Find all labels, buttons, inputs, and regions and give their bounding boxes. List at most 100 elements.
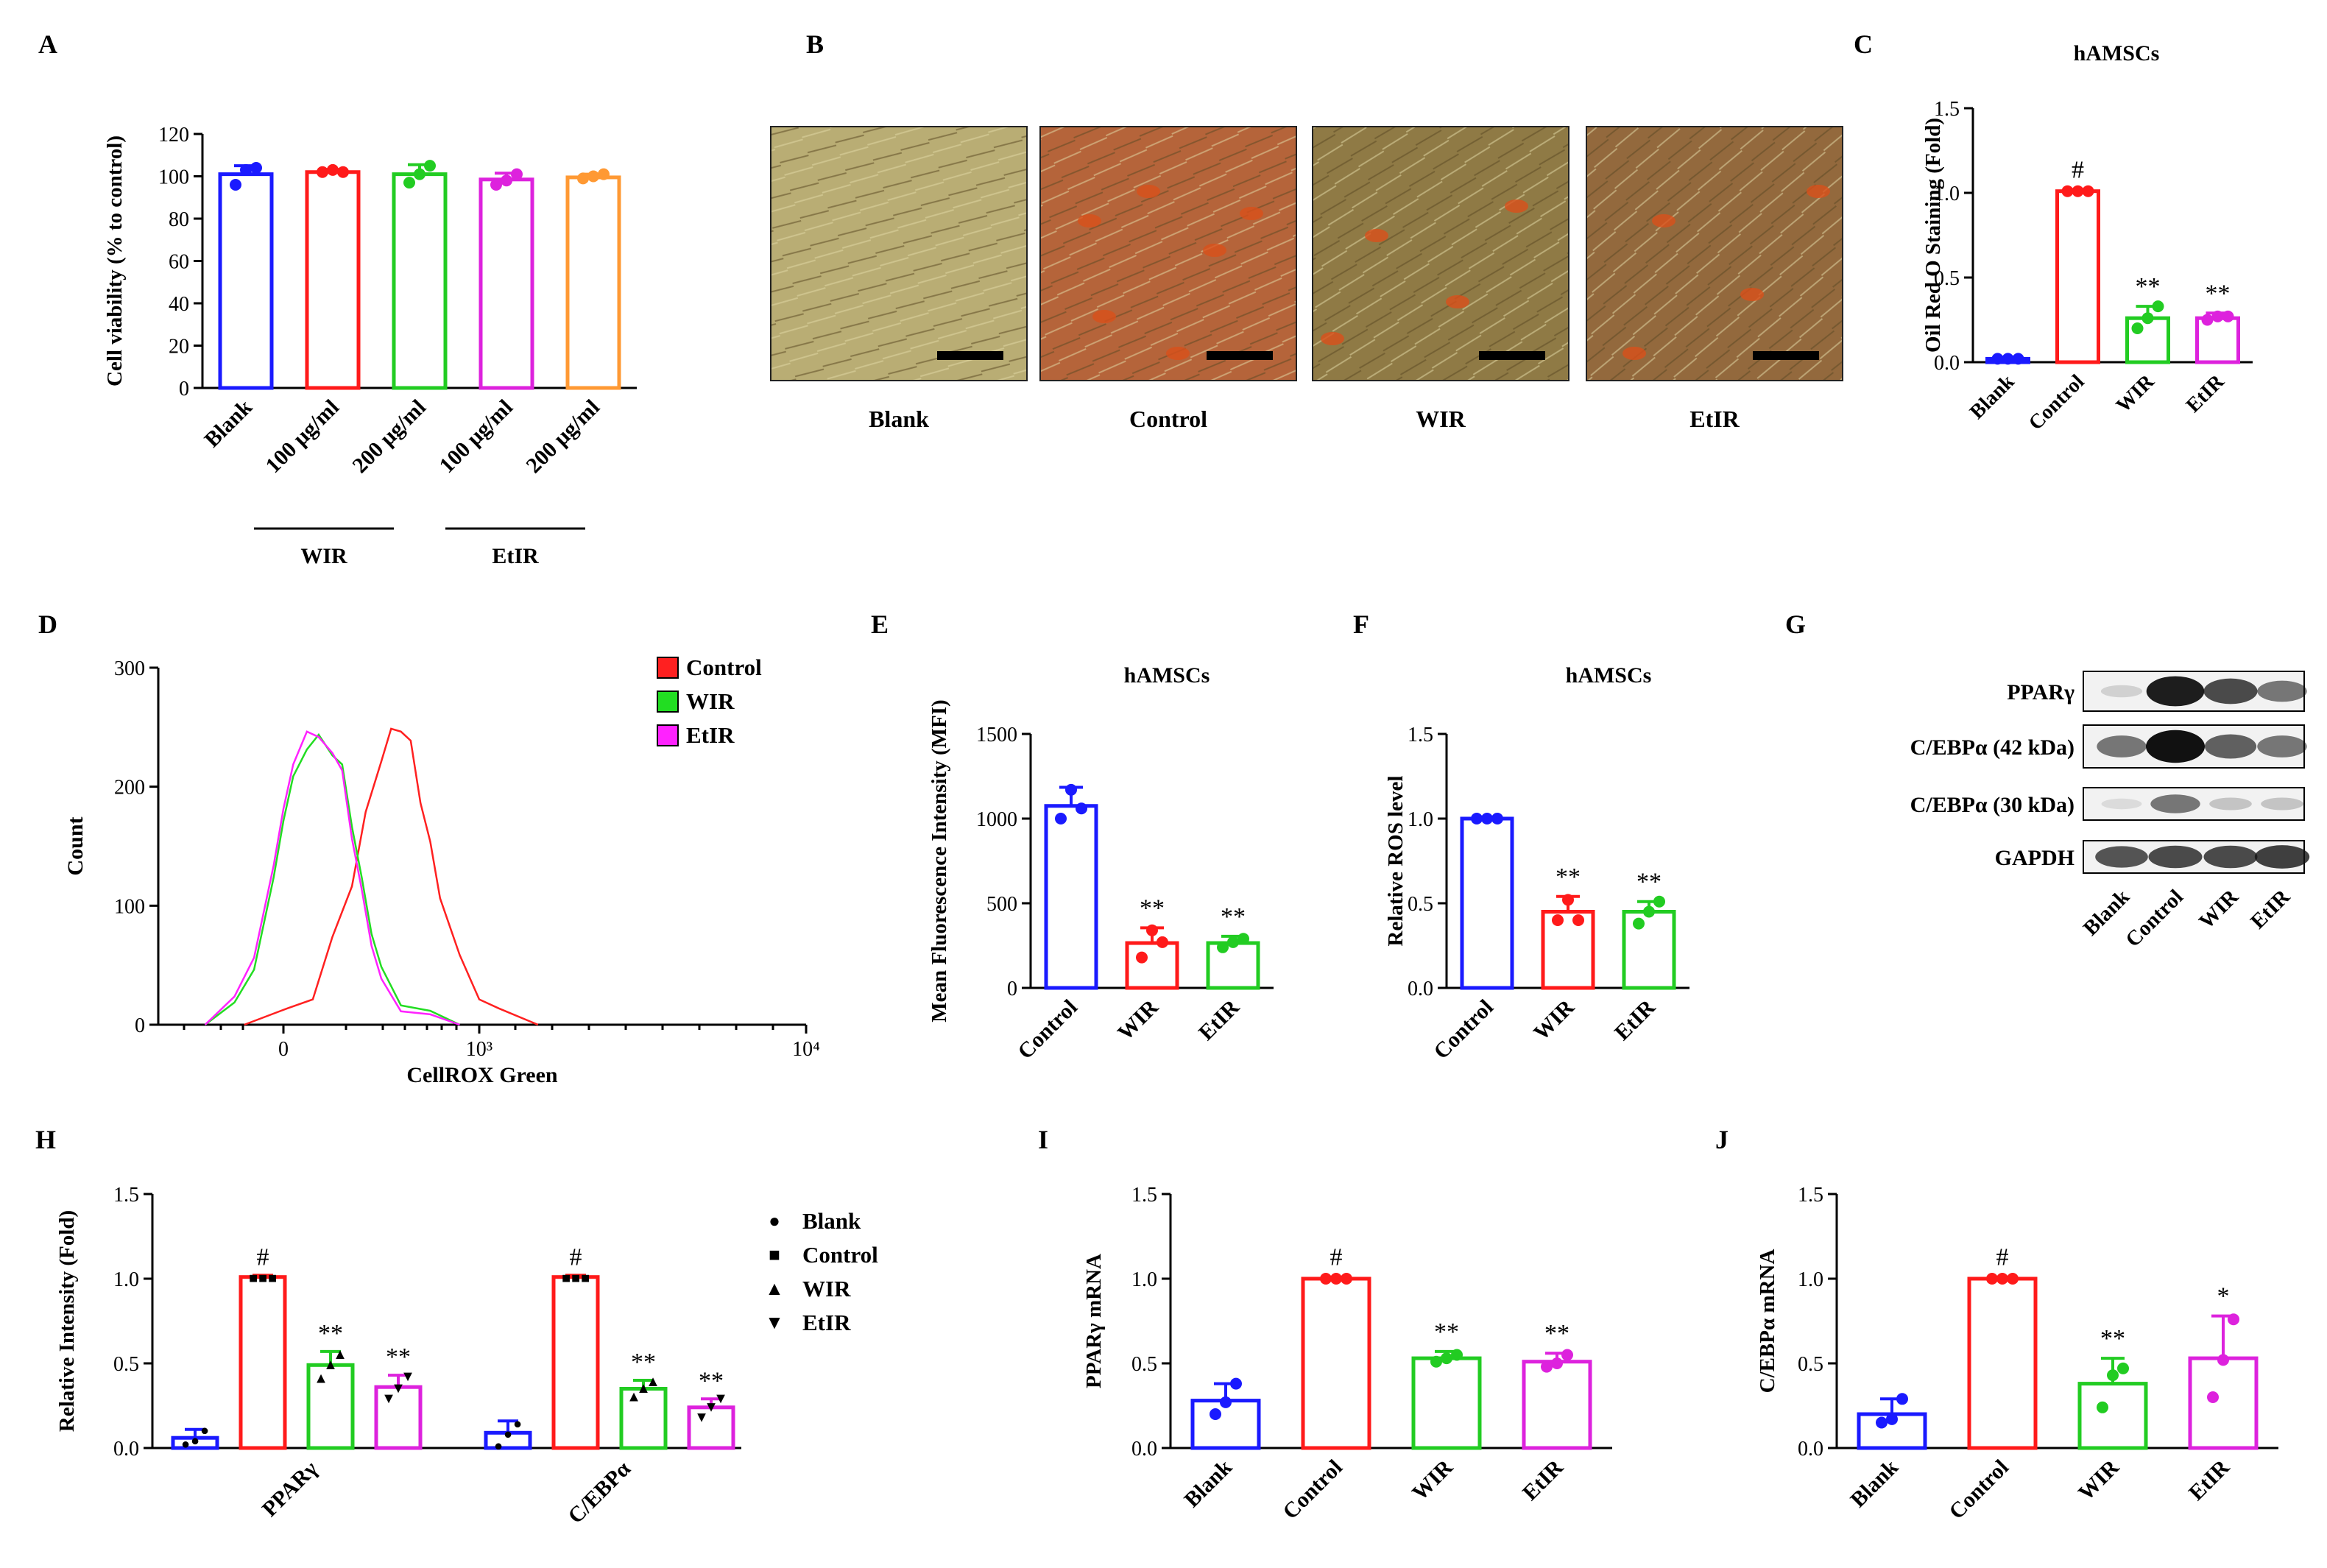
- scale-bar: [937, 351, 1003, 360]
- y-tick-label: 0.5: [113, 1353, 139, 1376]
- significance-mark: **: [1544, 1320, 1569, 1347]
- data-point: [1220, 1396, 1232, 1408]
- y-tick-label: 0.0: [1408, 978, 1433, 1000]
- data-point: ■: [562, 1271, 571, 1287]
- lipid-droplet: [1740, 288, 1764, 301]
- y-tick-label: 1.5: [1131, 1184, 1157, 1207]
- data-point: ▲: [636, 1380, 651, 1396]
- data-point: [2072, 185, 2084, 197]
- y-tick-label: 0.0: [113, 1438, 139, 1461]
- significance-mark: **: [1140, 894, 1165, 922]
- blot-band: [2261, 797, 2303, 811]
- data-point: ▲: [646, 1374, 660, 1390]
- data-point: [1217, 941, 1229, 953]
- y-tick-label: 0: [179, 378, 189, 400]
- blot-band: [2150, 794, 2200, 813]
- data-point: [1896, 1393, 1908, 1405]
- panel-label-f: F: [1353, 610, 1369, 639]
- lipid-droplet: [1505, 199, 1528, 213]
- legend-label: Blank: [802, 1208, 861, 1234]
- y-tick-label: 1.5: [1408, 724, 1433, 746]
- data-point: [511, 168, 523, 180]
- data-point: [1572, 914, 1584, 926]
- group-label: EtIR: [492, 544, 539, 568]
- chart-title: hAMSCs: [2074, 41, 2160, 66]
- y-tick-label: 0: [135, 1014, 145, 1037]
- legend-swatch: [657, 657, 679, 679]
- x-tick-label: Control: [1429, 995, 1498, 1064]
- histogram-line: [204, 732, 460, 1026]
- data-point: [1076, 802, 1087, 815]
- data-point: [2222, 310, 2234, 322]
- legend-label: Control: [686, 654, 762, 680]
- blot-band: [2254, 845, 2310, 869]
- data-point: [1136, 951, 1148, 964]
- bar: [1206, 941, 1260, 990]
- y-tick-label: 0.0: [1131, 1438, 1157, 1461]
- data-point: ■: [249, 1271, 258, 1287]
- panel-label-j: J: [1715, 1125, 1729, 1154]
- data-point: [1986, 1273, 1998, 1285]
- chart-title: hAMSCs: [1566, 663, 1652, 688]
- data-point: [1430, 1355, 1442, 1368]
- blot-band: [2203, 845, 2258, 869]
- data-point: [2201, 314, 2214, 326]
- lipid-droplet: [1365, 229, 1388, 242]
- x-tick-label: EtIR: [1194, 995, 1244, 1045]
- blot-row-label: PPARγ: [2007, 680, 2074, 704]
- legend-marker: ■: [769, 1244, 780, 1265]
- data-point: [587, 170, 599, 183]
- group-label: WIR: [300, 544, 347, 568]
- bar: [1301, 1276, 1371, 1450]
- data-point: [317, 166, 328, 178]
- data-point: [1146, 924, 1158, 936]
- y-tick-label: 1500: [976, 724, 1017, 746]
- data-point: ▲: [626, 1389, 641, 1405]
- data-point: ▲: [323, 1357, 338, 1373]
- panel-label-i: I: [1038, 1125, 1048, 1154]
- data-point: [1481, 813, 1493, 824]
- histogram-line: [204, 730, 460, 1026]
- blot-band: [2209, 797, 2252, 811]
- x-tick-label: C/EBPα: [563, 1456, 635, 1528]
- x-tick-label: Control: [2024, 370, 2089, 435]
- data-point: [501, 174, 512, 187]
- data-point: [1230, 1377, 1242, 1390]
- bar: [479, 177, 534, 390]
- y-tick-label: 40: [169, 293, 189, 316]
- data-point: [2002, 353, 2014, 365]
- legend-marker: ●: [769, 1210, 780, 1232]
- blot-band: [2100, 685, 2143, 698]
- micrograph-image: [1039, 126, 1297, 381]
- data-point: ●: [494, 1438, 503, 1454]
- significance-mark: #: [1330, 1244, 1343, 1271]
- blot-band: [2097, 735, 2147, 757]
- data-point: [240, 163, 252, 176]
- significance-mark: **: [318, 1320, 343, 1347]
- data-point: [1491, 813, 1503, 824]
- blot-band: [2095, 846, 2148, 868]
- x-tick-label: WIR: [1113, 995, 1163, 1045]
- data-point: [1441, 1352, 1452, 1365]
- data-point: [2117, 1362, 2129, 1374]
- blot-band: [2257, 680, 2307, 702]
- y-tick-label: 200: [114, 777, 145, 799]
- y-tick-label: 0: [1007, 978, 1017, 1000]
- lipid-droplet: [1166, 347, 1190, 360]
- blot-row-label: C/EBPα (30 kDa): [1910, 793, 2074, 817]
- data-point: ●: [513, 1416, 522, 1433]
- data-point: [1210, 1408, 1221, 1420]
- significance-mark: **: [1221, 903, 1246, 930]
- y-tick-label: 100: [158, 166, 189, 189]
- y-tick-label: 300: [114, 657, 145, 680]
- lipid-droplet: [1321, 332, 1344, 345]
- data-point: [2131, 322, 2144, 334]
- significance-mark: **: [1636, 869, 1662, 896]
- bar: [218, 172, 274, 390]
- bar: [2195, 316, 2240, 364]
- panel-label-e: E: [871, 610, 889, 639]
- blot-lane-label: WIR: [2194, 885, 2244, 934]
- y-axis-label: C/EBPα mRNA: [1756, 1249, 1779, 1394]
- data-point: [1886, 1413, 1898, 1425]
